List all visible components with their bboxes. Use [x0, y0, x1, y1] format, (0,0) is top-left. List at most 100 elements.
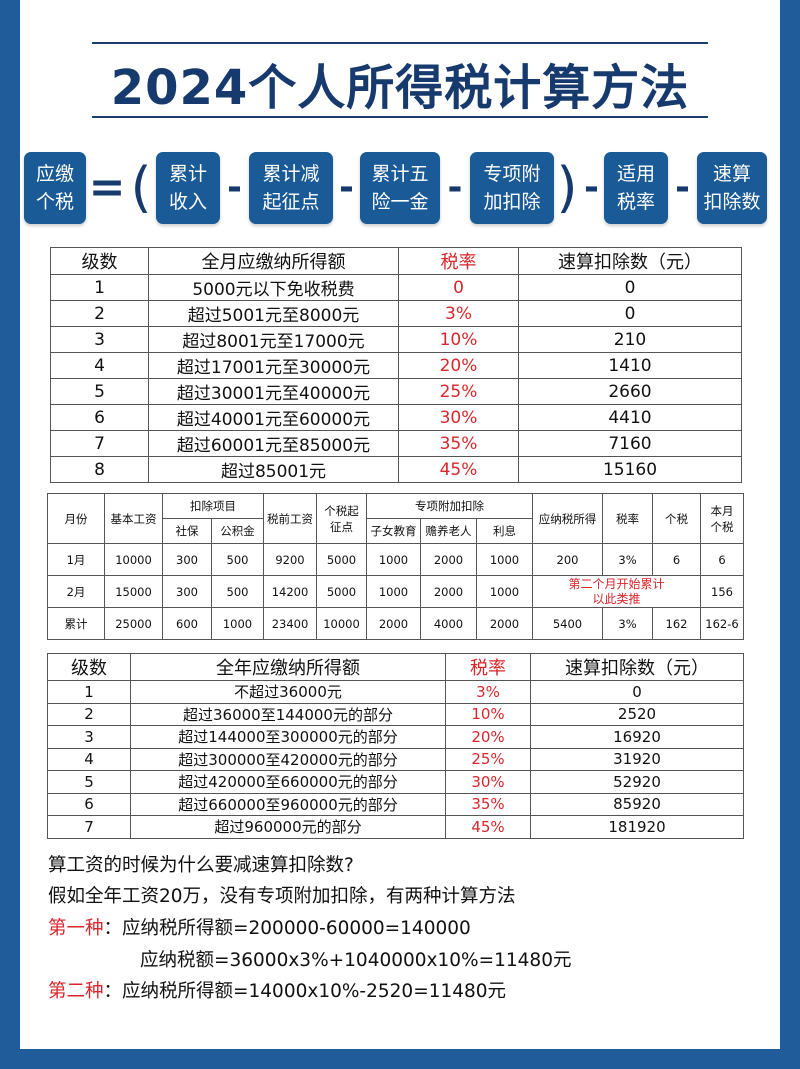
table-row: 2月 15000 300 500 14200 5000 1000 2000 1000 第二个月开始…	[47, 575, 744, 608]
cell-quick: 85920	[530, 792, 744, 816]
cell-month-tax: 162-6	[700, 607, 744, 640]
cell-social: 300	[162, 575, 212, 608]
header-threshold: 个税起征点	[316, 493, 367, 544]
table-row: 累计 25000 600 1000 23400 10000 2000 4000 2000 5400…	[47, 607, 744, 640]
cell-rate: 45%	[398, 456, 519, 483]
cell-threshold: 5000	[316, 575, 367, 608]
method-2-label: 第二种	[48, 981, 104, 1002]
cell-income: 超过5001元至8000元	[148, 300, 399, 327]
header-quick: 速算扣除数（元）	[518, 247, 742, 275]
header-pretax: 税前工资	[263, 493, 317, 544]
cell-income: 超过60001元至85000元	[148, 430, 399, 457]
method-1-line: ：应纳税所得额=200000-60000=140000	[103, 918, 471, 939]
cell-rate: 30%	[445, 770, 531, 794]
cell-fund: 500	[211, 575, 264, 608]
header-fund: 公积金	[211, 518, 264, 544]
title-rule-bottom	[92, 116, 708, 118]
cell-taxable: 5400	[532, 607, 603, 640]
table-row: 6 超过660000至960000元的部分 35% 85920	[47, 792, 744, 816]
header-quick: 速算扣除数（元）	[530, 653, 744, 681]
table-row: 4 超过17001元至30000元 20% 1410	[50, 352, 742, 379]
cell-quick: 16920	[530, 725, 744, 749]
cell-pretax: 9200	[263, 543, 317, 576]
cell-level: 6	[47, 792, 131, 816]
cell-quick: 52920	[530, 770, 744, 794]
close-paren: )	[556, 156, 578, 219]
cell-month: 累计	[47, 607, 105, 640]
cell-child: 1000	[366, 543, 421, 576]
note-method-1-line2: 应纳税额=36000x3%+1040000x10%=11480元	[140, 950, 572, 971]
cell-level: 6	[50, 404, 149, 431]
cell-rate: 20%	[445, 725, 531, 749]
minus-sign: -	[675, 167, 690, 208]
table-row: 7 超过960000元的部分 45% 181920	[47, 815, 744, 839]
cell-tax: 6	[652, 543, 701, 576]
cell-level: 2	[50, 300, 149, 327]
table-row: 3 超过8001元至17000元 10% 210	[50, 326, 742, 353]
table-row: 1 5000元以下免收税费 0 0	[50, 274, 742, 301]
cell-base: 15000	[104, 575, 163, 608]
header-month-tax: 本月个税	[700, 493, 744, 544]
cell-rate: 35%	[398, 430, 519, 457]
header-base: 基本工资	[104, 493, 163, 544]
cell-quick: 210	[518, 326, 742, 353]
cell-tax: 162	[652, 607, 701, 640]
cell-rate: 3%	[445, 680, 531, 704]
cell-level: 1	[50, 274, 149, 301]
table-header-row: 级数 全月应缴纳所得额 税率 速算扣除数（元）	[50, 247, 742, 275]
cell-fund: 500	[211, 543, 264, 576]
cell-level: 4	[50, 352, 149, 379]
cell-quick: 2520	[530, 702, 744, 726]
note-premise: 假如全年工资20万，没有专项附加扣除，有两种计算方法	[48, 886, 516, 907]
cell-rate: 20%	[398, 352, 519, 379]
table-row: 1 不超过36000元 3% 0	[47, 680, 744, 704]
cell-level: 5	[47, 770, 131, 794]
cell-income: 超过85001元	[148, 456, 399, 483]
monthly-example-table: 月份 基本工资 扣除项目 税前工资 个税起征点 专项附加扣除 应纳税所得 税率 …	[47, 493, 744, 640]
cell-income: 超过960000元的部分	[130, 815, 446, 839]
header-level: 级数	[50, 247, 149, 275]
header-rate: 税率	[445, 653, 531, 681]
header-special: 专项附加扣除	[366, 493, 533, 519]
cell-social: 600	[162, 607, 212, 640]
cell-base: 25000	[104, 607, 163, 640]
cell-quick: 181920	[530, 815, 744, 839]
minus-sign: -	[447, 167, 463, 208]
cell-quick: 15160	[518, 456, 742, 483]
cell-level: 5	[50, 378, 149, 405]
cell-quick: 0	[518, 274, 742, 301]
cell-month: 2月	[47, 575, 105, 608]
cell-rate: 0	[398, 274, 519, 301]
header-elder: 赡养老人	[420, 518, 477, 544]
table-row: 2 超过36000至144000元的部分 10% 2520	[47, 702, 744, 726]
cell-threshold: 5000	[316, 543, 367, 576]
header-child: 子女教育	[366, 518, 421, 544]
cell-quick: 7160	[518, 430, 742, 457]
header-tax: 个税	[652, 493, 701, 544]
cell-income: 超过30001元至40000元	[148, 378, 399, 405]
method-1-label: 第一种	[48, 918, 104, 939]
cell-rate: 10%	[445, 702, 531, 726]
table-row: 5 超过420000至660000元的部分 30% 52920	[47, 770, 744, 794]
table-row: 6 超过40001元至60000元 30% 4410	[50, 404, 742, 431]
table-header-row: 社保 公积金 子女教育 赡养老人 利息	[48, 518, 744, 544]
cell-pretax: 14200	[263, 575, 317, 608]
header-income: 全年应缴纳所得额	[130, 653, 446, 681]
cell-income: 超过144000至300000元的部分	[130, 725, 446, 749]
cell-income: 超过17001元至30000元	[148, 352, 399, 379]
cell-rate: 3%	[602, 543, 653, 576]
cell-interest: 2000	[476, 607, 533, 640]
note-question: 算工资的时候为什么要减速算扣除数?	[48, 855, 354, 876]
cell-level: 7	[47, 815, 131, 839]
cell-quick: 2660	[518, 378, 742, 405]
cell-quick: 1410	[518, 352, 742, 379]
note-line: 第二个月开始累计	[568, 576, 665, 591]
table-row: 1月 10000 300 500 9200 5000 1000 2000 1000 200 3% 6 6	[47, 543, 744, 576]
cell-income: 超过300000至420000元的部分	[130, 747, 446, 771]
cell-rate: 10%	[398, 326, 519, 353]
cell-level: 1	[47, 680, 131, 704]
table-row: 3 超过144000至300000元的部分 20% 16920	[47, 725, 744, 749]
formula-box-rate: 适用 税率	[604, 152, 668, 224]
cell-rate: 45%	[445, 815, 531, 839]
cell-elder: 2000	[420, 575, 477, 608]
